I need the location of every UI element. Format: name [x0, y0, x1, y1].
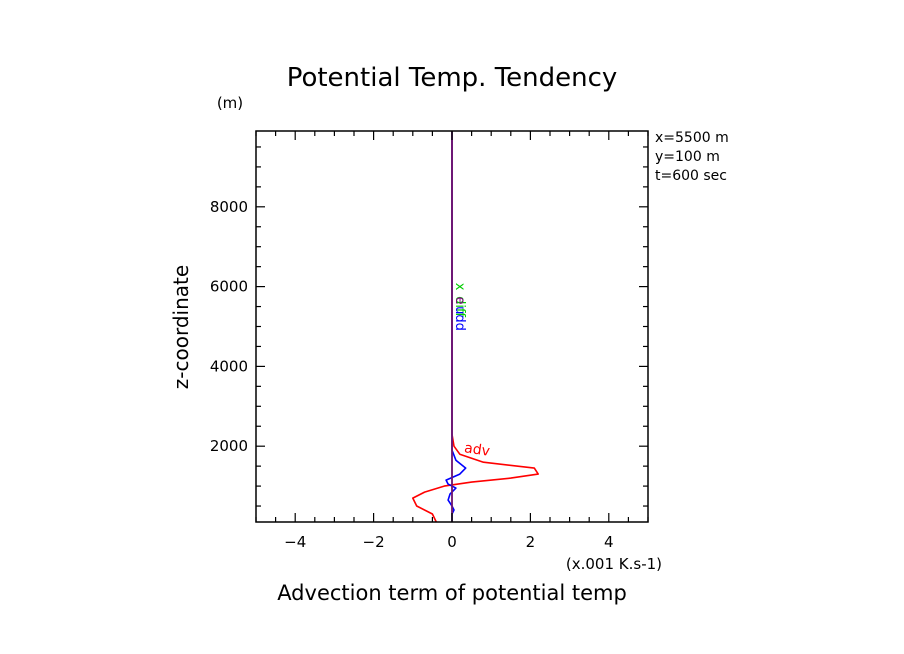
- x-axis-label: Advection term of potential temp: [277, 581, 627, 605]
- x-tick-label-1: −2: [363, 533, 385, 551]
- x-unit: (x.001 K.s-1): [566, 555, 662, 573]
- x-tick-label-0: −4: [284, 533, 306, 551]
- overlap-label-4: e: [452, 297, 467, 305]
- y-tick-label-1: 4000: [210, 357, 248, 375]
- series-line-series-2: [445, 131, 467, 522]
- x-tick-label-3: 2: [526, 533, 536, 551]
- info-line-2: y=100 m: [655, 149, 720, 165]
- chart-title: Potential Temp. Tendency: [287, 63, 618, 93]
- series-layer: [412, 131, 539, 523]
- info-line-3: t=600 sec: [655, 168, 727, 184]
- series-line-adv: [412, 131, 539, 523]
- series-label-adv: adv: [463, 440, 491, 459]
- y-tick-label-2: 6000: [210, 278, 248, 296]
- y-tick-label-3: 8000: [210, 198, 248, 216]
- overlap-label-1: x: [452, 283, 467, 291]
- y-tick-label-0: 2000: [210, 437, 248, 455]
- overlap-label-3: udd: [452, 306, 467, 331]
- y-unit: (m): [217, 94, 243, 112]
- x-tick-label-2: 0: [447, 533, 457, 551]
- y-axis-label: z-coordinate: [169, 265, 193, 389]
- axes: −4 −2 0 2 4 2000 4000 6000 8000: [210, 130, 649, 551]
- info-line-1: x=5500 m: [655, 130, 729, 146]
- overlap-label-2: diff: [452, 296, 467, 318]
- x-tick-label-4: 4: [604, 533, 614, 551]
